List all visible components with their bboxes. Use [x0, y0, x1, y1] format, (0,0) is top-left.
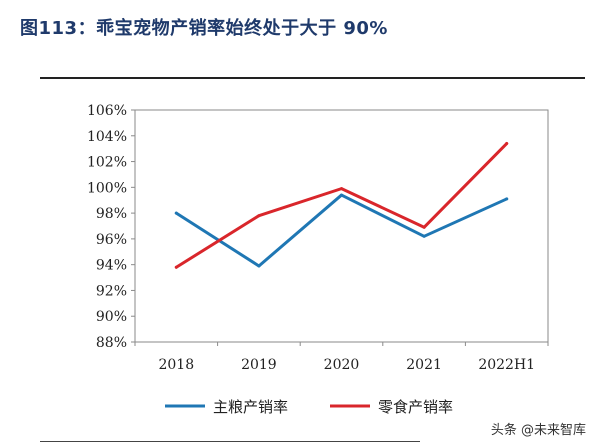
legend-label-1: 零食产销率	[378, 398, 453, 416]
watermark: 头条 @未来智库	[490, 423, 586, 438]
y-tick-label: 88%	[96, 335, 127, 351]
data-point-0	[422, 234, 426, 238]
data-point-1	[257, 214, 261, 218]
data-point-1	[422, 225, 426, 229]
y-tick-label: 90%	[96, 309, 127, 325]
data-point-0	[340, 193, 343, 197]
x-tick-label: 2022H1	[478, 357, 535, 373]
y-tick-label: 96%	[96, 232, 127, 248]
data-point-0	[257, 264, 261, 268]
legend-label-0: 主粮产销率	[213, 398, 288, 416]
y-tick-label: 94%	[96, 258, 127, 274]
x-tick-label: 2018	[158, 357, 194, 373]
data-point-1	[174, 265, 178, 269]
x-tick-label: 2020	[324, 357, 360, 373]
y-tick-label: 92%	[96, 283, 127, 299]
x-tick-label: 2021	[406, 357, 442, 373]
data-point-1	[340, 187, 343, 191]
series-line-0	[174, 193, 509, 268]
bottom-divider	[40, 441, 420, 442]
y-tick-label: 98%	[96, 206, 127, 222]
data-point-1	[505, 142, 509, 146]
data-point-0	[174, 211, 178, 215]
y-tick-label: 106%	[87, 103, 127, 119]
data-point-0	[505, 197, 509, 201]
y-tick-label: 102%	[87, 155, 127, 171]
y-tick-label: 104%	[87, 129, 127, 145]
x-tick-label: 2019	[241, 357, 277, 373]
y-tick-label: 100%	[87, 180, 127, 196]
series-line-1	[174, 142, 509, 269]
title-divider	[40, 77, 585, 79]
figure-title: 图113：乖宝宠物产销率始终处于大于 90%	[20, 18, 388, 39]
plot-frame	[134, 109, 549, 343]
